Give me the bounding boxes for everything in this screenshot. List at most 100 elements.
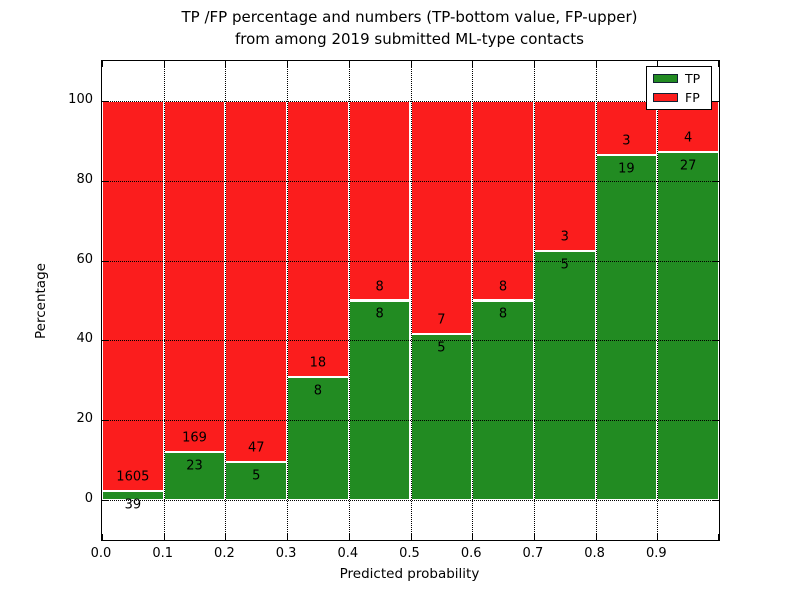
bar-segment-tp [348,300,411,501]
fp-count-label: 8 [498,279,508,295]
x-tick-mark [533,534,535,540]
fp-count-label: 47 [247,440,265,456]
y-axis-label: Percentage [33,263,49,339]
x-tick-mark [718,534,719,540]
fp-count-label: 7 [437,312,446,328]
x-tick-mark [472,61,474,67]
tp-count-label: 5 [437,340,446,356]
x-tick-label: 0.7 [522,546,544,561]
bar-segment-fp [533,100,596,251]
y-tick-label: 60 [76,251,93,267]
x-tick-mark [163,61,165,67]
x-tick-mark [410,534,412,540]
fp-count-label: 18 [309,355,327,371]
fp-count-label: 1605 [116,469,150,485]
x-tick-mark [595,61,597,67]
x-tick-mark [225,534,227,540]
tp-color-swatch [653,74,678,83]
fp-count-label: 8 [375,279,384,295]
tp-count-label: 8 [313,383,323,399]
fp-count-label: 3 [622,133,631,149]
v-gridline [595,61,597,540]
fp-count-label: 4 [684,130,693,146]
y-tick-label: 100 [68,91,93,107]
y-tick-label: 20 [76,411,93,427]
x-tick-mark [287,61,289,67]
x-tick-label: 0.5 [399,546,420,561]
x-tick-label: 0.0 [90,546,112,561]
bar-segment-fp [225,100,288,462]
tp-count-label: 27 [679,158,697,174]
y-tick-mark [713,340,719,342]
tp-count-label: 5 [560,257,569,273]
x-tick-mark [225,61,227,67]
y-tick-label: 80 [76,171,93,187]
x-tick-label: 0.3 [275,546,297,561]
legend-item-fp: FP [653,90,705,105]
bar-segment-fp [348,100,411,301]
bar-segment-tp [472,300,534,501]
x-tick-mark [657,534,659,540]
y-tick-mark [102,340,108,342]
y-tick-mark [102,180,108,182]
tp-count-label: 39 [124,497,142,513]
legend-label-tp: TP [685,70,701,86]
x-tick-mark [472,534,474,540]
y-tick-label: 0 [84,491,93,507]
tp-count-label: 8 [375,306,384,322]
x-tick-mark [102,61,103,67]
v-gridline [657,61,659,540]
bar-segment-tp [533,250,596,501]
x-tick-mark [163,534,165,540]
fp-count-label: 169 [182,430,207,446]
bar-segment-tp [102,490,164,501]
chart-title-line2: from among 2019 submitted ML-type contac… [235,30,584,48]
y-tick-mark [102,420,108,422]
bar-segment-tp [595,155,658,501]
bar-segment-tp [163,452,226,501]
x-tick-label: 0.4 [337,546,359,561]
bar-segment-tp [287,377,349,501]
y-tick-mark [102,100,108,102]
v-gridline [163,61,165,540]
bar-segment-tp [410,333,473,501]
x-tick-mark [657,61,659,67]
y-tick-label: 40 [76,331,93,347]
x-tick-mark [287,534,289,540]
x-tick-mark [102,534,103,540]
y-tick-mark [713,260,719,262]
v-gridline [348,61,350,540]
bar-segment-fp [410,100,473,334]
y-tick-mark [713,420,719,422]
bar-segment-tp [657,152,719,501]
bar-segment-fp [472,100,534,301]
tp-count-label: 19 [618,161,635,177]
x-tick-mark [533,61,535,67]
v-gridline [287,61,289,540]
x-tick-mark [348,534,350,540]
x-tick-label: 0.2 [214,546,235,561]
x-tick-mark [348,61,350,67]
x-tick-mark [595,534,597,540]
plot-area: 1605 39 169 23 47 5 18 8 8 8 7 5 8 8 3 5 3 19 4 27 [101,60,720,541]
bar-segment-fp [163,100,226,453]
v-gridline [410,61,412,540]
v-gridline [225,61,227,540]
y-tick-mark [713,500,719,502]
x-tick-label: 0.9 [645,546,667,561]
x-tick-label: 0.1 [152,546,174,561]
tp-count-label: 23 [186,458,203,474]
y-tick-mark [102,260,108,262]
x-tick-label: 0.8 [584,546,605,561]
bar-segment-fp [102,100,164,491]
y-tick-mark [713,180,719,182]
chart-title-line1: TP /FP percentage and numbers (TP-bottom… [181,8,638,26]
fp-color-swatch [653,93,678,102]
y-tick-mark [102,500,108,502]
x-axis-label: Predicted probability [339,566,480,582]
x-tick-mark [718,61,719,67]
v-gridline [472,61,474,540]
tp-count-label: 8 [498,306,508,322]
x-tick-label: 0.6 [460,546,482,561]
